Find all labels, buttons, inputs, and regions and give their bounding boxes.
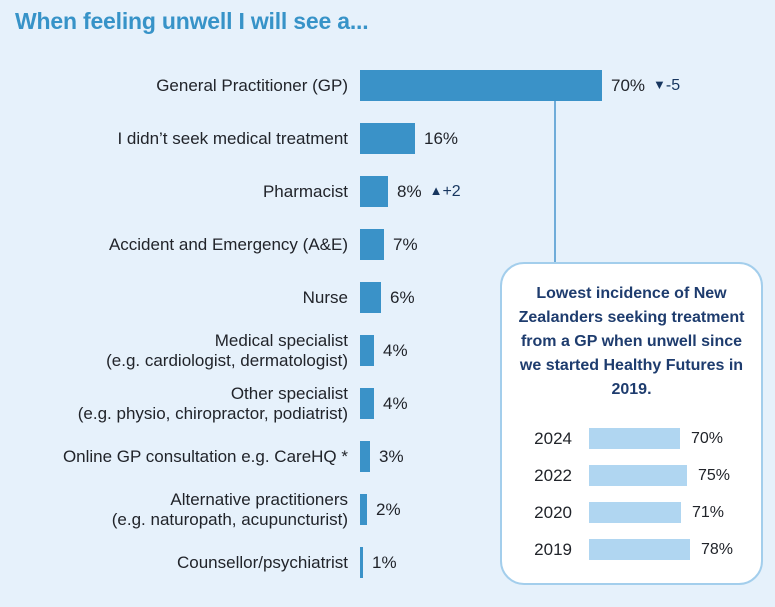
bar <box>360 123 415 154</box>
bar-row: Other specialist (e.g. physio, chiropract… <box>0 377 775 430</box>
value-label: 6% <box>390 287 415 307</box>
bar-row: Online GP consultation e.g. CareHQ * 3% <box>0 430 775 483</box>
value-label: 7% <box>393 234 418 254</box>
value-label: 16% <box>424 128 459 148</box>
mini-bar <box>589 539 690 560</box>
up-triangle-icon: ▲ <box>429 182 443 198</box>
value-label: 4% <box>383 340 408 360</box>
mini-bar <box>589 465 687 486</box>
bar-row: Accident and Emergency (A&E) 7% <box>0 218 775 271</box>
mini-bar-row: 2019 78% <box>502 531 761 568</box>
mini-value-label: 71% <box>692 503 725 521</box>
bar-label: I didn’t seek medical treatment <box>117 128 348 148</box>
value-label: 1% <box>372 552 397 572</box>
bar <box>360 441 370 472</box>
bar-row: Pharmacist 8% ▲+2 <box>0 165 775 218</box>
mini-year-label: 2024 <box>534 428 572 448</box>
bar <box>360 494 367 525</box>
page-title: When feeling unwell I will see a... <box>15 8 369 34</box>
bar <box>360 335 374 366</box>
bar <box>360 229 384 260</box>
mini-bar <box>589 428 680 449</box>
mini-bar-row: 2020 71% <box>502 494 761 531</box>
value-label: 4% <box>383 393 408 413</box>
change-indicator: ▲+2 <box>429 182 461 200</box>
mini-value-label: 70% <box>691 429 724 447</box>
bar-label: General Practitioner (GP) <box>156 75 348 95</box>
change-indicator: ▼-5 <box>653 76 681 94</box>
bar-label: Online GP consultation e.g. CareHQ * <box>62 446 348 466</box>
value-label: 3% <box>379 446 404 466</box>
mini-value-label: 75% <box>698 466 731 484</box>
callout-mini-chart: 2024 70% 2022 75% 2020 71% 2019 78% <box>502 420 761 568</box>
mini-value-label: 78% <box>701 540 734 558</box>
bar-chart: General Practitioner (GP) 70% ▼-5 I didn’t … <box>0 59 775 589</box>
bar-label: Alternative practitioners (e.g. naturopat… <box>111 489 348 529</box>
value-label: 2% <box>376 499 401 519</box>
value-label: 70% <box>611 75 646 95</box>
bar <box>360 282 381 313</box>
bar-row: Counsellor/psychiatrist 1% <box>0 536 775 589</box>
bar <box>360 176 388 207</box>
bar-label: Accident and Emergency (A&E) <box>108 234 348 254</box>
bar <box>360 70 602 101</box>
callout-card: Lowest incidence of New Zealanders seeki… <box>500 262 763 585</box>
bar <box>360 547 363 578</box>
bar-label: Medical specialist (e.g. cardiologist, de… <box>106 330 348 370</box>
mini-year-label: 2020 <box>534 502 572 522</box>
bar-row: I didn’t seek medical treatment 16% <box>0 112 775 165</box>
value-label: 8% <box>397 181 422 201</box>
bar-label: Counsellor/psychiatrist <box>176 552 348 572</box>
mini-year-label: 2019 <box>534 539 572 559</box>
bar-label: Nurse <box>302 287 348 307</box>
mini-bar-row: 2022 75% <box>502 457 761 494</box>
mini-bar <box>589 502 681 523</box>
bar-row: General Practitioner (GP) 70% ▼-5 <box>0 59 775 112</box>
bar-label: Other specialist (e.g. physio, chiropract… <box>77 383 348 423</box>
connector-line <box>554 100 556 264</box>
bar-label: Pharmacist <box>262 181 348 201</box>
down-triangle-icon: ▼ <box>653 76 666 92</box>
callout-text: Lowest incidence of New Zealanders seeki… <box>518 285 745 398</box>
bar <box>360 388 374 419</box>
bar-row: Alternative practitioners (e.g. naturopat… <box>0 483 775 536</box>
bar-row: Medical specialist (e.g. cardiologist, de… <box>0 324 775 377</box>
mini-year-label: 2022 <box>534 465 572 485</box>
bar-row: Nurse 6% <box>0 271 775 324</box>
mini-bar-row: 2024 70% <box>502 420 761 457</box>
